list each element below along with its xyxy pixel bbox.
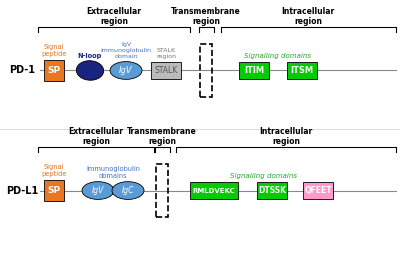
Text: Signal
peptide: Signal peptide (41, 164, 67, 177)
Text: QFEET: QFEET (304, 186, 332, 195)
Text: STALK: STALK (154, 66, 178, 75)
Text: Signalling domains: Signalling domains (244, 53, 312, 59)
Text: N-loop: N-loop (78, 53, 102, 59)
FancyBboxPatch shape (151, 62, 181, 79)
FancyBboxPatch shape (44, 180, 64, 201)
Text: PD-1: PD-1 (9, 66, 35, 75)
Text: PD-L1: PD-L1 (6, 186, 38, 195)
Text: Signalling domains: Signalling domains (230, 173, 298, 179)
Ellipse shape (82, 182, 114, 199)
Text: ITSM: ITSM (290, 66, 314, 75)
Ellipse shape (110, 62, 142, 79)
Text: DTSSK: DTSSK (258, 186, 286, 195)
FancyBboxPatch shape (239, 62, 269, 79)
Text: Intracellular
region: Intracellular region (259, 127, 313, 146)
FancyBboxPatch shape (303, 182, 333, 199)
Text: Transmembrane
region: Transmembrane region (127, 127, 197, 146)
Text: Intracellular
region: Intracellular region (281, 7, 335, 26)
Text: IgC: IgC (122, 186, 134, 195)
Text: Extracellular
region: Extracellular region (68, 127, 124, 146)
Text: IgV: IgV (119, 66, 133, 75)
Ellipse shape (76, 61, 104, 80)
FancyBboxPatch shape (257, 182, 287, 199)
Text: Signal
peptide: Signal peptide (41, 44, 67, 57)
Text: ITIM: ITIM (244, 66, 264, 75)
Text: Immunoglobulin
domains: Immunoglobulin domains (86, 166, 140, 179)
Text: STALK
region: STALK region (156, 48, 176, 59)
Ellipse shape (112, 182, 144, 199)
FancyBboxPatch shape (44, 60, 64, 81)
Text: IgV
immunoglobulin
domain: IgV immunoglobulin domain (100, 42, 152, 59)
Text: Extracellular
region: Extracellular region (86, 7, 142, 26)
Text: Transmembrane
region: Transmembrane region (171, 7, 241, 26)
FancyBboxPatch shape (287, 62, 317, 79)
Text: IgV: IgV (92, 186, 104, 195)
Text: SP: SP (48, 66, 60, 75)
Text: SP: SP (48, 186, 60, 195)
Text: RMLDVEKC: RMLDVEKC (193, 188, 235, 193)
FancyBboxPatch shape (190, 182, 238, 199)
